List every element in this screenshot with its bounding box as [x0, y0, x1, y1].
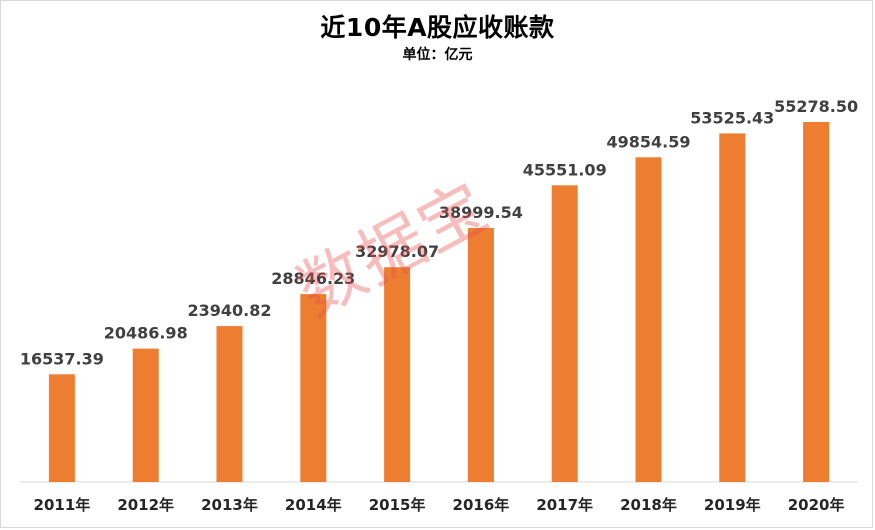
value-label-0: 16537.39: [20, 349, 104, 368]
x-tick-label-4: 2015年: [369, 496, 426, 514]
bar-4: [384, 267, 411, 482]
bar-0: [48, 374, 75, 482]
value-label-4: 32978.07: [355, 242, 439, 261]
x-tick-label-8: 2019年: [704, 496, 761, 514]
x-tick-label-3: 2014年: [285, 496, 342, 514]
chart-subtitle: 单位：亿元: [402, 47, 473, 63]
value-label-7: 49854.59: [606, 132, 690, 151]
bar-6: [551, 185, 578, 483]
bar-8: [719, 133, 746, 482]
x-tick-label-0: 2011年: [34, 496, 91, 514]
x-tick-label-6: 2017年: [536, 496, 593, 514]
value-label-6: 45551.09: [523, 160, 607, 179]
bar-9: [803, 122, 830, 482]
bar-7: [635, 157, 662, 483]
x-tick-label-2: 2013年: [201, 496, 258, 514]
bar-5: [467, 228, 494, 482]
x-tick-label-5: 2016年: [453, 496, 510, 514]
value-label-2: 23940.82: [187, 301, 271, 320]
value-label-8: 53525.43: [690, 108, 774, 127]
value-label-3: 28846.23: [271, 269, 355, 288]
value-label-9: 55278.50: [774, 97, 858, 116]
chart-title: 近10年A股应收账款: [320, 13, 555, 42]
x-tick-label-1: 2012年: [117, 496, 174, 514]
value-label-1: 20486.98: [104, 324, 188, 343]
bar-1: [132, 348, 159, 482]
bar-2: [216, 326, 243, 482]
bar-3: [300, 294, 327, 482]
x-tick-label-7: 2018年: [620, 496, 677, 514]
x-tick-label-9: 2020年: [788, 496, 845, 514]
value-label-5: 38999.54: [439, 203, 523, 222]
